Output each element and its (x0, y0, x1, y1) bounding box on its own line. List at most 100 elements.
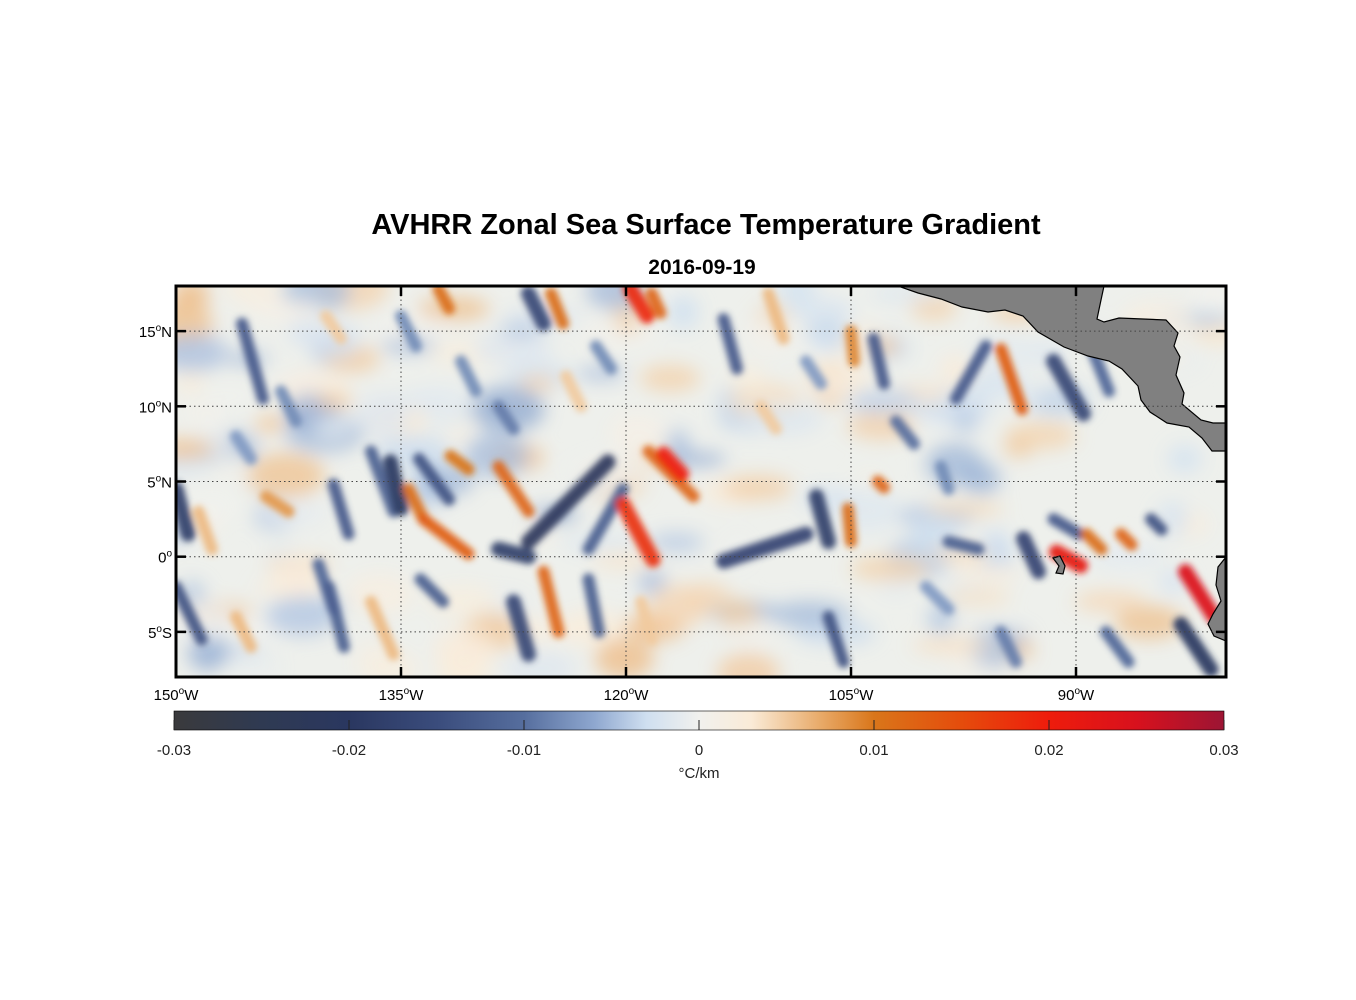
latitude-label: 0o (158, 549, 172, 567)
latitude-label: 10oN (139, 398, 172, 416)
land-central-america (897, 286, 1226, 452)
background-patch (346, 573, 414, 616)
chart-title: AVHRR Zonal Sea Surface Temperature Grad… (371, 209, 1041, 241)
negative-gradient-feature (867, 332, 890, 390)
background-patch (176, 488, 241, 525)
latitude-label: 5oS (148, 624, 172, 642)
latitude-label: 15oN (139, 323, 172, 341)
background-patch (250, 299, 324, 322)
negative-gradient-feature (995, 625, 1022, 668)
positive-gradient-feature (656, 446, 689, 482)
negative-gradient-feature (1016, 531, 1046, 580)
background-patch (953, 564, 1020, 584)
background-patch (214, 452, 248, 482)
background-patch (371, 650, 418, 677)
positive-gradient-feature (623, 286, 655, 324)
colorbar-tick-label: -0.03 (157, 742, 191, 759)
positive-gradient-feature (260, 490, 295, 518)
background-patch (723, 475, 793, 501)
background-patch (176, 369, 206, 395)
background-patch (667, 294, 699, 330)
background-patch (247, 452, 325, 499)
colorbar-tick-label: -0.01 (507, 742, 541, 759)
negative-gradient-feature (890, 415, 920, 450)
longitude-label: 90oW (1058, 686, 1095, 704)
negative-gradient-feature (1173, 616, 1219, 677)
negative-gradient-feature (935, 460, 955, 495)
negative-gradient-feature (717, 313, 743, 375)
positive-gradient-feature (872, 475, 890, 494)
background-patch (312, 416, 352, 438)
background-patch (669, 452, 727, 467)
negative-gradient-feature (809, 489, 836, 550)
background-patch (925, 501, 1004, 517)
background-patch (577, 365, 625, 381)
positive-gradient-feature (995, 343, 1028, 416)
background-patch (717, 652, 780, 677)
positive-gradient-feature (417, 513, 475, 560)
negative-gradient-feature (950, 340, 992, 405)
background-patch (970, 382, 1049, 403)
background-patch (609, 412, 666, 455)
positive-gradient-feature (492, 460, 535, 518)
longitude-label: 105oW (829, 686, 875, 704)
positive-gradient-feature (1115, 528, 1138, 551)
negative-gradient-feature (492, 400, 520, 435)
positive-gradient-feature (320, 310, 347, 345)
positive-gradient-feature (1178, 564, 1222, 625)
background-patch (638, 568, 667, 596)
positive-gradient-feature (762, 287, 790, 345)
colorbar-tick-label: 0.02 (1034, 742, 1063, 759)
negative-gradient-feature (1046, 353, 1091, 422)
land-layer (897, 286, 1226, 642)
background-patch (473, 331, 553, 366)
gradient-features (176, 286, 1222, 677)
longitude-label: 135oW (379, 686, 425, 704)
colorbar-tick-label: 0.01 (859, 742, 888, 759)
colorbar-tick-label: 0 (695, 742, 703, 759)
positive-gradient-feature (545, 287, 569, 330)
land-south-america (1207, 556, 1226, 642)
negative-gradient-feature (1100, 625, 1135, 668)
negative-gradient-feature (942, 535, 985, 556)
background-patch (1074, 590, 1145, 613)
colorbar-tick-label: -0.02 (332, 742, 366, 759)
background-patch (1114, 605, 1184, 640)
negative-gradient-feature (506, 594, 536, 662)
negative-gradient-feature (590, 340, 617, 375)
negative-gradient-feature (395, 310, 422, 353)
map-frame-ticks (174, 286, 1226, 677)
background-patch (178, 402, 224, 423)
negative-gradient-feature (455, 355, 482, 398)
positive-gradient-feature (635, 595, 658, 646)
negative-gradient-feature (383, 454, 409, 517)
positive-gradient-feature (842, 502, 857, 548)
background-patch (470, 386, 545, 432)
background-patch (518, 375, 557, 391)
map-area (176, 286, 1226, 677)
positive-gradient-feature (1080, 528, 1108, 556)
negative-gradient-feature (582, 483, 629, 556)
colorbar-ticks: -0.03 -0.02 -0.01 0 0.01 0.02 0.03 (157, 720, 1239, 759)
positive-gradient-feature (755, 400, 782, 435)
negative-gradient-feature (920, 580, 955, 616)
background-patch (426, 584, 500, 617)
background-patch (288, 318, 324, 346)
background-patch (316, 394, 353, 409)
positive-gradient-feature (365, 595, 400, 661)
negative-gradient-feature (365, 445, 400, 518)
background-patch (499, 321, 544, 339)
background-patch (911, 637, 994, 655)
negative-gradient-feature (800, 355, 827, 390)
background-patch (274, 376, 328, 394)
longitude-labels: 150oW 135oW 120oW 105oW 90oW (154, 686, 1095, 704)
negative-gradient-feature (521, 286, 551, 332)
positive-gradient-feature (1049, 544, 1088, 574)
background-patch (176, 333, 228, 372)
chart-subtitle: 2016-09-19 (648, 256, 755, 279)
background-patch (1005, 421, 1077, 450)
background-patch (1187, 286, 1226, 314)
colorbar-unit-label: °C/km (679, 765, 720, 782)
background-patch (847, 389, 920, 415)
